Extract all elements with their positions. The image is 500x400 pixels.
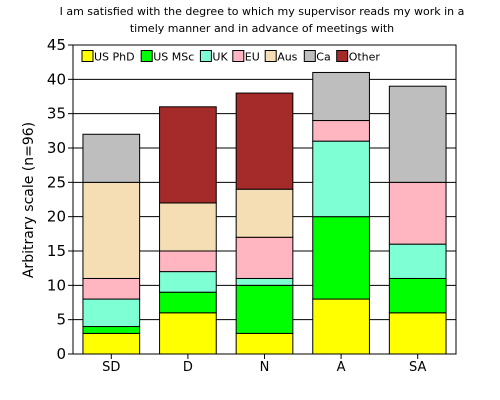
bar-sd-series-1 [82,326,141,334]
x-tick-label-3: A [337,360,346,375]
legend-label-4: Aus [277,51,297,64]
bar-a-series-2 [312,140,370,218]
bar-n-series-2 [235,277,294,286]
bar-n-series-6 [235,92,294,190]
bar-d-series-3 [159,250,217,273]
bar-n-series-1 [235,284,294,334]
chart-title-line-1: I am satisfied with the degree to which … [60,5,465,18]
bar-d-series-1 [159,291,217,314]
legend-swatch-1 [140,50,153,62]
bar-sa-series-3 [388,181,447,245]
bar-n-series-0 [235,332,294,355]
bar-a-series-3 [312,120,370,142]
y-tick-label-10: 10 [47,276,66,294]
legend-swatch-0 [81,50,94,62]
x-tick-label-0: SD [102,360,120,375]
x-axis-labels: SD D N A SA [102,354,426,375]
y-tick-label-15: 15 [47,242,66,260]
bar-sa-series-2 [388,243,447,279]
y-tick-label-0: 0 [56,345,66,363]
legend-label-3: EU [245,51,260,64]
bar-d-series-2 [159,271,217,293]
legend: US PhD US MSc UK EU Aus Ca Other [81,49,386,64]
bar-sd-series-2 [82,298,141,328]
bar-d-series-0 [159,312,217,355]
bar-sa-series-0 [388,312,447,355]
bars [82,71,447,355]
bar-sd-series-0 [82,332,141,355]
legend-swatch-5 [303,50,316,62]
bar-n-series-4 [235,188,294,238]
y-tick-label-35: 35 [47,105,66,123]
legend-label-0: US PhD [94,51,135,64]
bar-sd-series-4 [82,181,141,279]
legend-swatch-3 [232,50,245,62]
legend-swatch-2 [199,50,212,62]
y-tick-label-30: 30 [47,139,66,157]
bar-a-series-5 [312,71,370,122]
bar-d-series-6 [159,106,217,204]
y-tick-label-5: 5 [56,311,66,329]
legend-swatch-6 [336,50,349,62]
legend-label-1: US MSc [153,51,194,64]
legend-label-2: UK [212,51,228,64]
bar-sd-series-5 [82,133,141,183]
x-tick-label-1: D [183,360,193,375]
legend-bg-1 [140,49,197,63]
bar-a-series-0 [312,298,370,355]
y-tick-label-25: 25 [47,173,66,191]
bar-sa-series-1 [388,277,447,314]
chart-title-line-2: timely manner and in advance of meetings… [130,22,394,35]
bar-n-series-3 [235,236,294,279]
legend-label-5: Ca [316,51,330,64]
y-axis-label: Arbitrary scale (n=96) [21,122,37,278]
legend-swatch-4 [264,50,277,62]
y-tick-label-20: 20 [47,208,66,226]
y-axis-ticks: 0 5 10 15 20 25 30 35 40 45 [47,36,73,363]
bar-sa-series-5 [388,85,447,183]
legend-bg-0 [81,49,138,63]
bar-a-series-1 [312,216,370,300]
y-tick-label-45: 45 [47,36,66,54]
x-tick-label-4: SA [409,360,426,375]
y-tick-label-40: 40 [47,70,66,88]
bar-sd-series-3 [82,277,141,300]
bar-d-series-4 [159,202,217,252]
x-tick-label-2: N [260,360,270,375]
legend-label-6: Other [349,51,381,64]
